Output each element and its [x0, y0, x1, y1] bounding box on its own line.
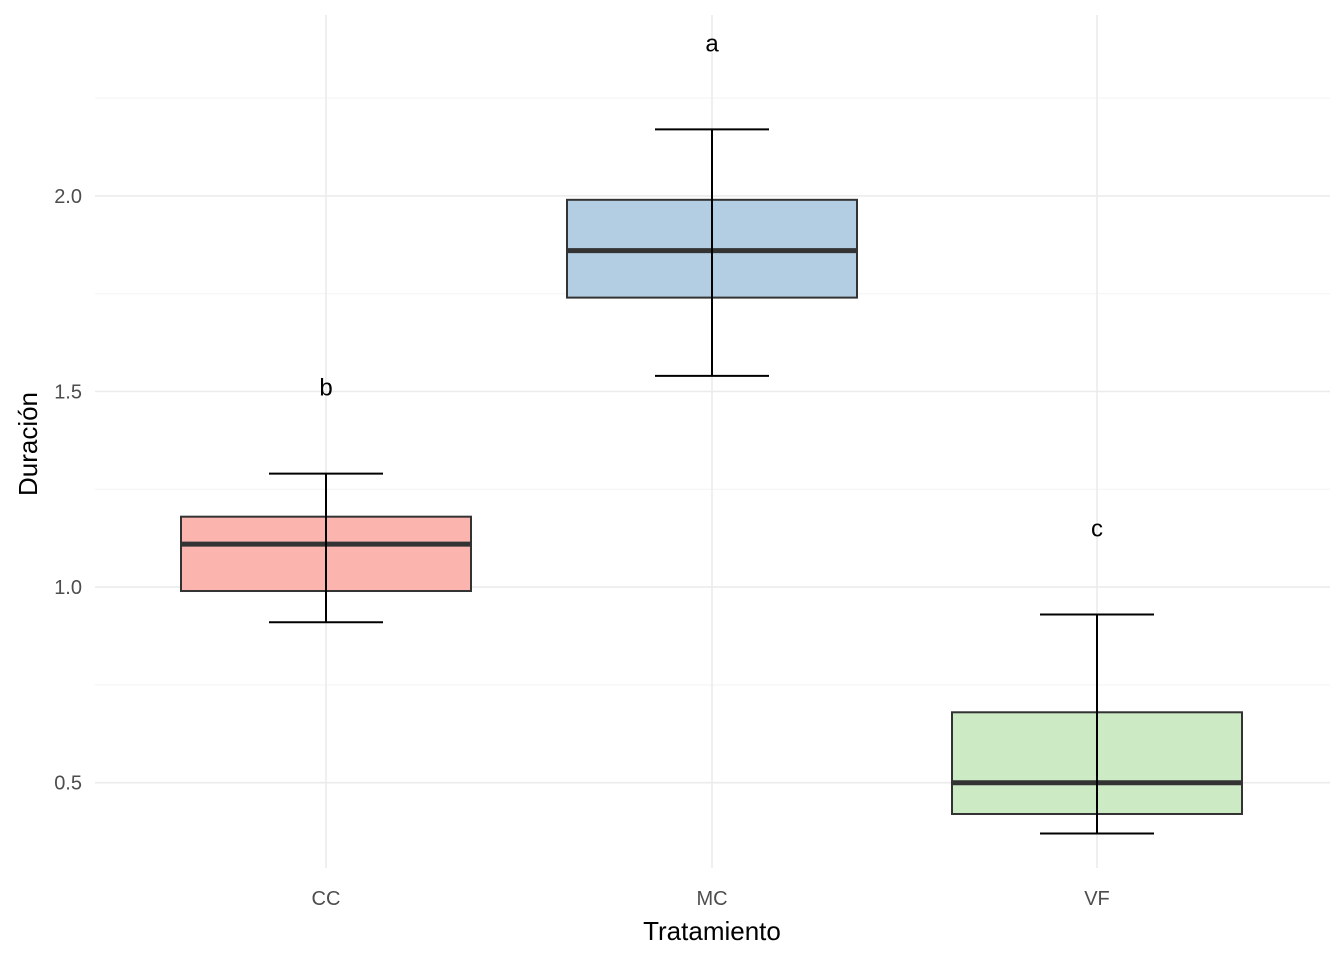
group-letter: b	[319, 375, 332, 402]
boxes-layer: b a c	[180, 30, 1243, 835]
group-letter: a	[705, 30, 719, 57]
y-tick-label: 1.5	[54, 382, 82, 404]
y-tick-label: 1.0	[54, 577, 82, 599]
group-letter: c	[1091, 515, 1103, 542]
x-axis-title: Tratamiento	[643, 916, 781, 946]
x-tick-label: CC	[312, 888, 341, 910]
x-tick-label: MC	[696, 888, 727, 910]
y-tick-label: 2.0	[54, 186, 82, 208]
box-vf: c	[951, 515, 1243, 835]
x-axis-ticks: CC MC VF	[312, 888, 1110, 910]
box-mc: a	[566, 30, 858, 377]
x-tick-label: VF	[1084, 888, 1110, 910]
y-tick-label: 0.5	[54, 773, 82, 795]
box-cc: b	[180, 375, 472, 624]
y-axis-title: Duración	[13, 392, 43, 496]
y-axis-ticks: 0.5 1.0 1.5 2.0	[54, 186, 82, 795]
